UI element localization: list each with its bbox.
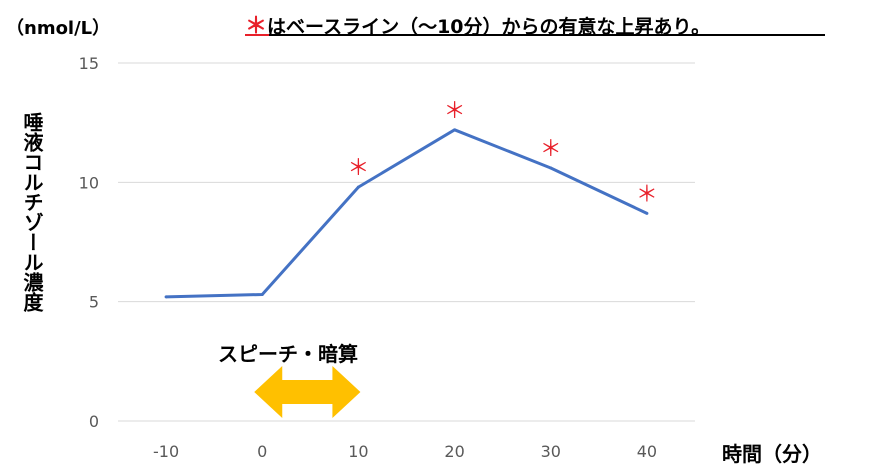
y-axis-label: 唾液コルチゾール濃度: [20, 112, 44, 312]
series-line-0: [166, 128, 648, 299]
significance-marker-10: ＊: [347, 156, 369, 181]
chart-note-text: はベースライン（～10分）からの有意な上昇あり。: [267, 16, 711, 38]
significance-marker-20: ＊: [444, 99, 466, 124]
significance-star-legend: ＊: [245, 14, 268, 39]
stimulus-arrow: [254, 366, 361, 418]
note-underline: [245, 34, 825, 36]
x-tick-label-10: 10: [348, 442, 368, 461]
y-unit-label: （nmol/L）: [6, 18, 111, 39]
data-point-0: [260, 293, 264, 297]
x-tick-label-40: 40: [637, 442, 657, 461]
note-underline-red: [245, 34, 269, 36]
x-tick-label-30: 30: [541, 442, 561, 461]
chart-note: ＊はベースライン（～10分）からの有意な上昇あり。: [245, 8, 710, 40]
significance-marker-30: ＊: [540, 137, 562, 162]
y-tick-label-0: 0: [89, 412, 99, 431]
data-point--10: [164, 295, 168, 299]
stimulus-label: スピーチ・暗算: [218, 342, 358, 366]
x-tick-label-0: 0: [257, 442, 267, 461]
y-tick-label-10: 10: [79, 173, 99, 192]
data-point-30: [549, 166, 553, 170]
x-axis-label: 時間（分）: [722, 442, 822, 466]
x-tick-label--10: -10: [153, 442, 179, 461]
data-point-40: [645, 211, 649, 215]
significance-marker-40: ＊: [636, 182, 658, 207]
y-tick-label-15: 15: [79, 54, 99, 73]
data-point-10: [356, 185, 360, 189]
y-tick-label-5: 5: [89, 293, 99, 312]
x-tick-label-20: 20: [444, 442, 464, 461]
data-point-20: [453, 128, 457, 132]
